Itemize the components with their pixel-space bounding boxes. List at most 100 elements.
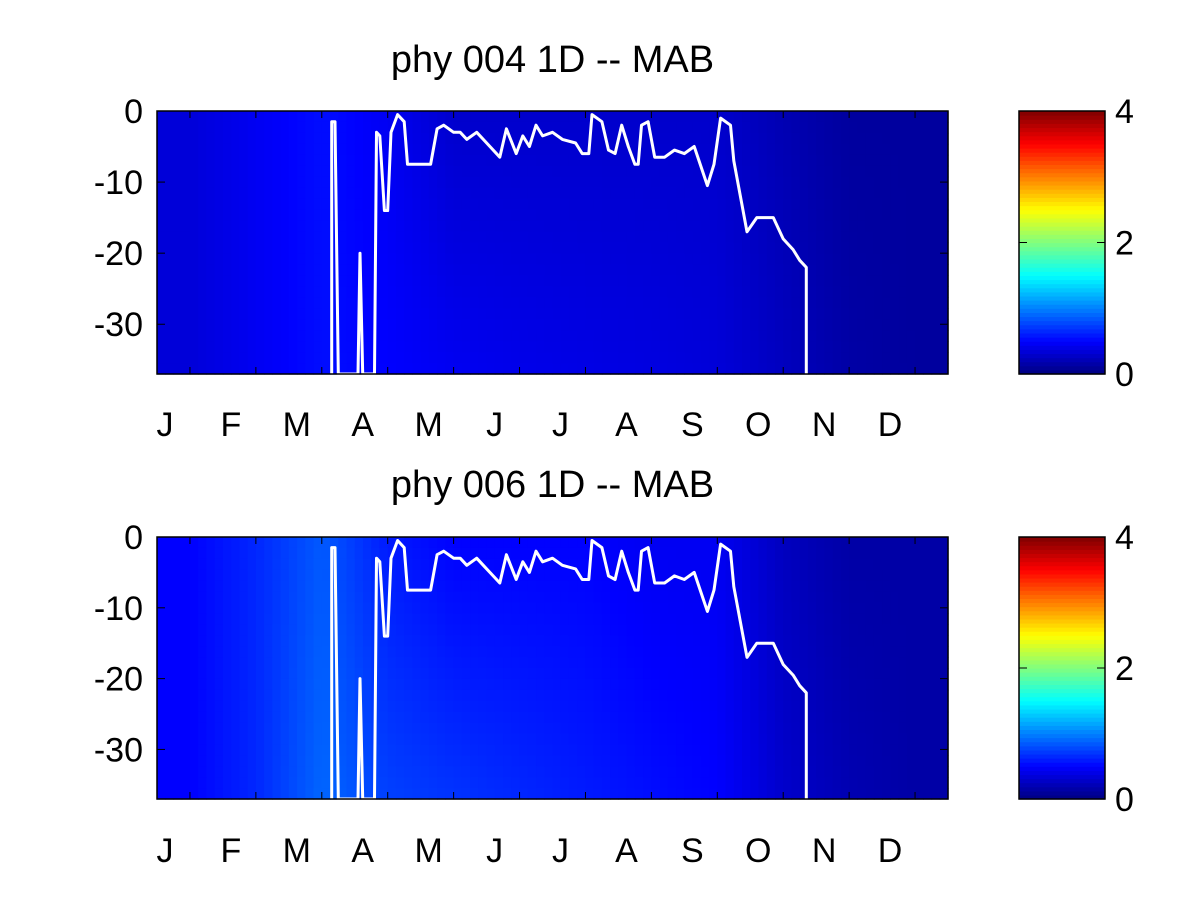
heatmap-cell — [774, 722, 784, 735]
heatmap-cell — [758, 220, 768, 233]
heatmap-cell — [544, 242, 554, 255]
heatmap-cell — [717, 591, 727, 604]
heatmap-cell — [873, 755, 883, 767]
heatmap-cell — [923, 143, 933, 156]
heatmap-cell — [379, 297, 389, 309]
heatmap-cell — [264, 711, 273, 724]
heatmap-cell — [330, 111, 339, 123]
heatmap-cell — [165, 165, 175, 178]
heatmap-cell — [560, 220, 570, 233]
heatmap-cell — [890, 154, 900, 167]
heatmap-cell — [404, 341, 414, 353]
heatmap-cell — [923, 777, 933, 789]
heatmap-cell — [585, 722, 595, 735]
heatmap-cell — [338, 154, 348, 167]
heatmap-cell — [651, 297, 661, 309]
heatmap-cell — [758, 242, 768, 255]
heatmap-cell — [882, 788, 891, 800]
heatmap-cell — [255, 111, 265, 123]
heatmap-cell — [173, 198, 183, 211]
heatmap-cell — [428, 242, 438, 255]
heatmap-cell — [478, 580, 488, 593]
heatmap-cell — [766, 569, 776, 582]
heatmap-cell — [906, 198, 916, 211]
heatmap-cell — [601, 613, 611, 625]
heatmap-cell — [750, 209, 760, 222]
heatmap-cell — [346, 558, 356, 571]
heatmap-cell — [461, 624, 471, 636]
heatmap-cell — [404, 286, 414, 298]
heatmap-cell — [362, 352, 372, 364]
heatmap-cell — [412, 341, 422, 353]
heatmap-cell — [601, 591, 611, 604]
heatmap-cell — [799, 788, 809, 800]
heatmap-cell — [404, 591, 414, 604]
heatmap-cell — [873, 591, 883, 604]
heatmap-cell — [601, 646, 611, 658]
heatmap-cell — [568, 132, 578, 145]
heatmap-cell — [832, 111, 842, 123]
heatmap-cell — [272, 689, 282, 702]
heatmap-cell — [873, 635, 883, 647]
heatmap-cell — [346, 580, 356, 593]
heatmap-cell — [634, 657, 644, 669]
heatmap-cell — [882, 319, 891, 331]
heatmap-cell — [552, 678, 562, 691]
heatmap-cell — [478, 352, 488, 364]
heatmap-cell — [536, 624, 545, 636]
heatmap-cell — [437, 711, 446, 724]
heatmap-cell — [709, 547, 718, 560]
heatmap-cell — [157, 187, 166, 200]
heatmap-cell — [610, 286, 620, 298]
heatmap-cell — [742, 352, 751, 364]
heatmap-cell — [280, 297, 290, 309]
heatmap-cell — [255, 165, 265, 178]
heatmap-cell — [503, 209, 512, 222]
heatmap-cell — [437, 187, 446, 200]
heatmap-cell — [676, 711, 685, 724]
heatmap-cell — [181, 111, 191, 123]
heatmap-cell — [799, 264, 809, 276]
heatmap-cell — [354, 121, 364, 134]
heatmap-cell — [939, 646, 949, 658]
heatmap-cell — [272, 668, 282, 680]
heatmap-cell — [832, 352, 842, 364]
heatmap-cell — [527, 319, 537, 331]
heatmap-cell — [387, 700, 397, 713]
x-tick-label: O — [745, 406, 771, 444]
heatmap-cell — [560, 275, 570, 287]
heatmap-cell — [725, 558, 735, 571]
heatmap-cell — [667, 766, 677, 778]
heatmap-cell — [882, 275, 891, 287]
heatmap-cell — [428, 352, 438, 364]
heatmap-cell — [923, 700, 933, 713]
heatmap-cell — [774, 220, 784, 233]
heatmap-cell — [494, 286, 504, 298]
heatmap-cell — [601, 755, 611, 767]
heatmap-cell — [923, 363, 933, 375]
heatmap-cell — [915, 275, 924, 287]
heatmap-cell — [231, 341, 240, 353]
x-tick-label: J — [486, 406, 503, 444]
heatmap-cell — [552, 558, 562, 571]
heatmap-cell — [882, 569, 891, 582]
heatmap-cell — [593, 591, 603, 604]
heatmap-cell — [362, 275, 372, 287]
heatmap-cell — [849, 766, 858, 778]
heatmap-cell — [494, 121, 504, 134]
heatmap-cell — [634, 635, 644, 647]
heatmap-cell — [189, 176, 199, 189]
heatmap-cell — [824, 657, 834, 669]
heatmap-cell — [428, 363, 438, 375]
heatmap-cell — [239, 733, 249, 746]
heatmap-cell — [923, 319, 933, 331]
colorbar-segment — [1019, 708, 1105, 714]
heatmap-cell — [157, 569, 166, 582]
heatmap-cell — [297, 220, 306, 233]
heatmap-cell — [750, 558, 760, 571]
heatmap-cell — [552, 744, 562, 756]
heatmap-cell — [478, 777, 488, 789]
heatmap-cell — [297, 635, 306, 647]
heatmap-cell — [428, 341, 438, 353]
heatmap-cell — [461, 537, 471, 549]
